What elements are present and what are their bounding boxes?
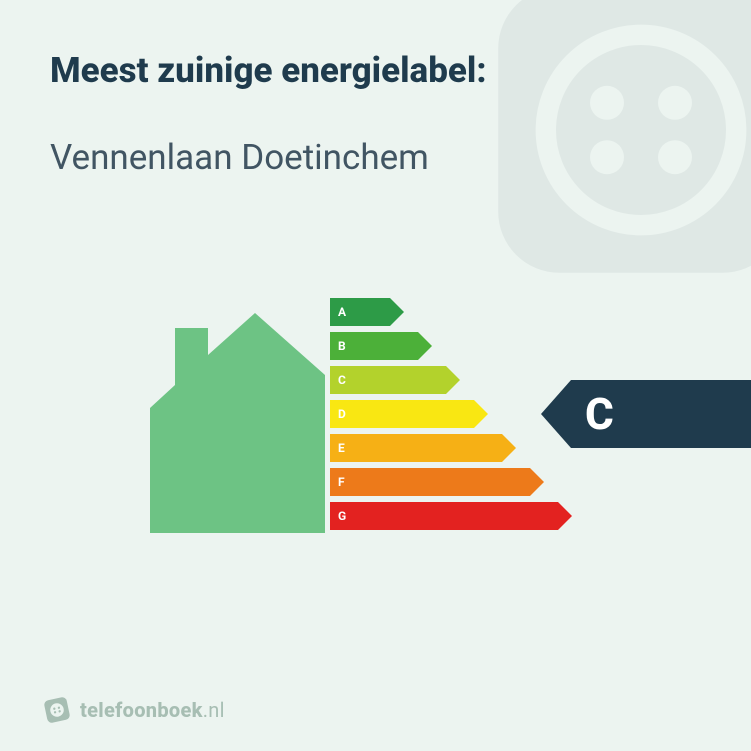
rating-badge: C bbox=[541, 380, 751, 448]
energy-bar-row: C bbox=[330, 366, 572, 394]
energy-bar-body bbox=[330, 366, 446, 394]
energy-bar: C bbox=[330, 366, 460, 394]
house-icon bbox=[150, 293, 325, 533]
rating-value: C bbox=[571, 380, 751, 448]
energy-bar-label: D bbox=[338, 407, 346, 421]
energy-bar: E bbox=[330, 434, 516, 462]
energy-bar-row: G bbox=[330, 502, 572, 530]
energy-bar-arrow bbox=[502, 434, 516, 462]
card-title: Meest zuinige energielabel: bbox=[50, 50, 701, 91]
energy-bar-label: F bbox=[338, 475, 345, 489]
energy-bar: F bbox=[330, 468, 544, 496]
energy-bar: A bbox=[330, 298, 404, 326]
energy-bar-arrow bbox=[530, 468, 544, 496]
energy-bar-row: B bbox=[330, 332, 572, 360]
footer: telefoonboek.nl bbox=[44, 697, 225, 723]
energy-bars: A B C D E F G bbox=[330, 298, 572, 536]
energy-bar-body bbox=[330, 502, 558, 530]
energy-bar: B bbox=[330, 332, 432, 360]
energy-label-card: Meest zuinige energielabel: Vennenlaan D… bbox=[0, 0, 751, 751]
energy-bar-label: A bbox=[338, 305, 346, 319]
energy-bar-arrow bbox=[390, 298, 404, 326]
card-subtitle: Vennenlaan Doetinchem bbox=[50, 137, 701, 178]
energy-bar-label: C bbox=[338, 373, 346, 387]
rating-badge-arrow bbox=[541, 380, 571, 448]
energy-bar-arrow bbox=[474, 400, 488, 428]
energy-bar-body bbox=[330, 434, 502, 462]
footer-brand-tld: .nl bbox=[203, 698, 225, 722]
energy-bar-row: F bbox=[330, 468, 572, 496]
energy-bar-arrow bbox=[558, 502, 572, 530]
energy-bar-row: E bbox=[330, 434, 572, 462]
energy-bar-row: A bbox=[330, 298, 572, 326]
energy-bar: G bbox=[330, 502, 572, 530]
energy-bar-label: B bbox=[338, 339, 346, 353]
energy-bar: D bbox=[330, 400, 488, 428]
energy-bar-arrow bbox=[446, 366, 460, 394]
footer-logo-icon bbox=[42, 695, 73, 726]
footer-brand-name: telefoonboek bbox=[80, 698, 203, 722]
energy-bar-row: D bbox=[330, 400, 572, 428]
footer-brand: telefoonboek.nl bbox=[80, 698, 225, 722]
energy-bar-body bbox=[330, 468, 530, 496]
energy-bar-label: E bbox=[338, 441, 345, 455]
energy-bar-body bbox=[330, 400, 474, 428]
energy-bar-label: G bbox=[338, 509, 346, 523]
energy-bar-arrow bbox=[418, 332, 432, 360]
